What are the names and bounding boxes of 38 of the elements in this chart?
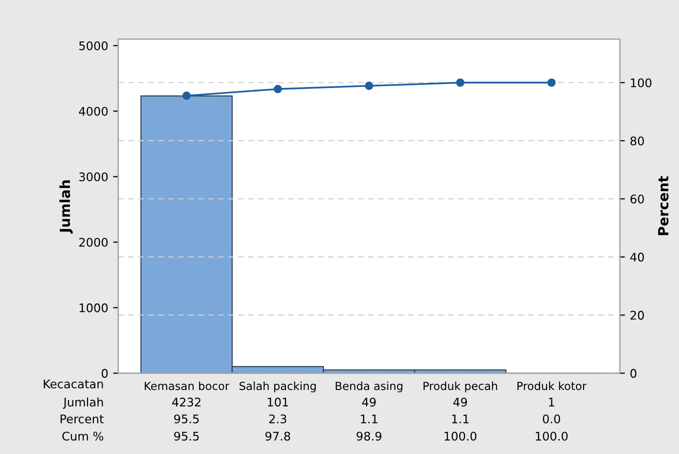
x-tick-label: Kemasan bocor xyxy=(144,382,230,390)
y2-tick-label: 80 xyxy=(630,136,644,146)
y-tick-label: 5000 xyxy=(79,41,108,50)
y2-tick-label: 60 xyxy=(630,194,644,204)
text: 2.3 xyxy=(269,414,286,424)
text: 1.1 xyxy=(452,414,469,424)
text: Percent xyxy=(60,414,104,424)
data-label: 101 xyxy=(268,398,288,407)
data-label: 100.0 xyxy=(536,432,568,441)
y-tick-label: 0 xyxy=(102,368,108,378)
text: Cum % xyxy=(62,432,104,441)
y2-tick-label: 0 xyxy=(630,368,636,378)
y-axis-title: Jumlah xyxy=(59,180,73,234)
data-label: 49 xyxy=(362,398,376,407)
y-tick-label: 2000 xyxy=(79,238,108,247)
data-label: 4232 xyxy=(172,398,200,407)
x-tick-label: Salah packing xyxy=(240,382,316,392)
x-tick-label: Benda asing xyxy=(336,382,402,392)
y2-tick-label: 40 xyxy=(630,252,644,262)
data-label: 100.0 xyxy=(444,432,476,441)
y-tick-label: 1000 xyxy=(80,303,108,312)
x-axis-title: Kecacatan xyxy=(44,380,103,388)
data-label: 1 xyxy=(549,398,554,406)
text: 95.5 xyxy=(174,414,199,424)
y-tick-label: 4000 xyxy=(78,106,108,116)
x-tick-label: Produk pecah xyxy=(424,382,498,392)
data-label: 49 xyxy=(453,398,467,407)
data-label: 95.5 xyxy=(174,432,199,441)
text: Jumlah xyxy=(62,397,103,409)
y2-axis-title: Percent xyxy=(658,176,668,236)
data-label: 98.9 xyxy=(356,432,382,441)
text: 0.0 xyxy=(542,414,560,424)
y2-tick-label: 20 xyxy=(630,310,644,320)
y-tick-label: 3000 xyxy=(79,172,108,182)
x-tick-label: Produk kotor xyxy=(517,382,587,390)
text: 1.1 xyxy=(360,414,378,424)
y2-tick-label: 100 xyxy=(630,78,652,88)
data-label: 97.8 xyxy=(265,432,290,441)
